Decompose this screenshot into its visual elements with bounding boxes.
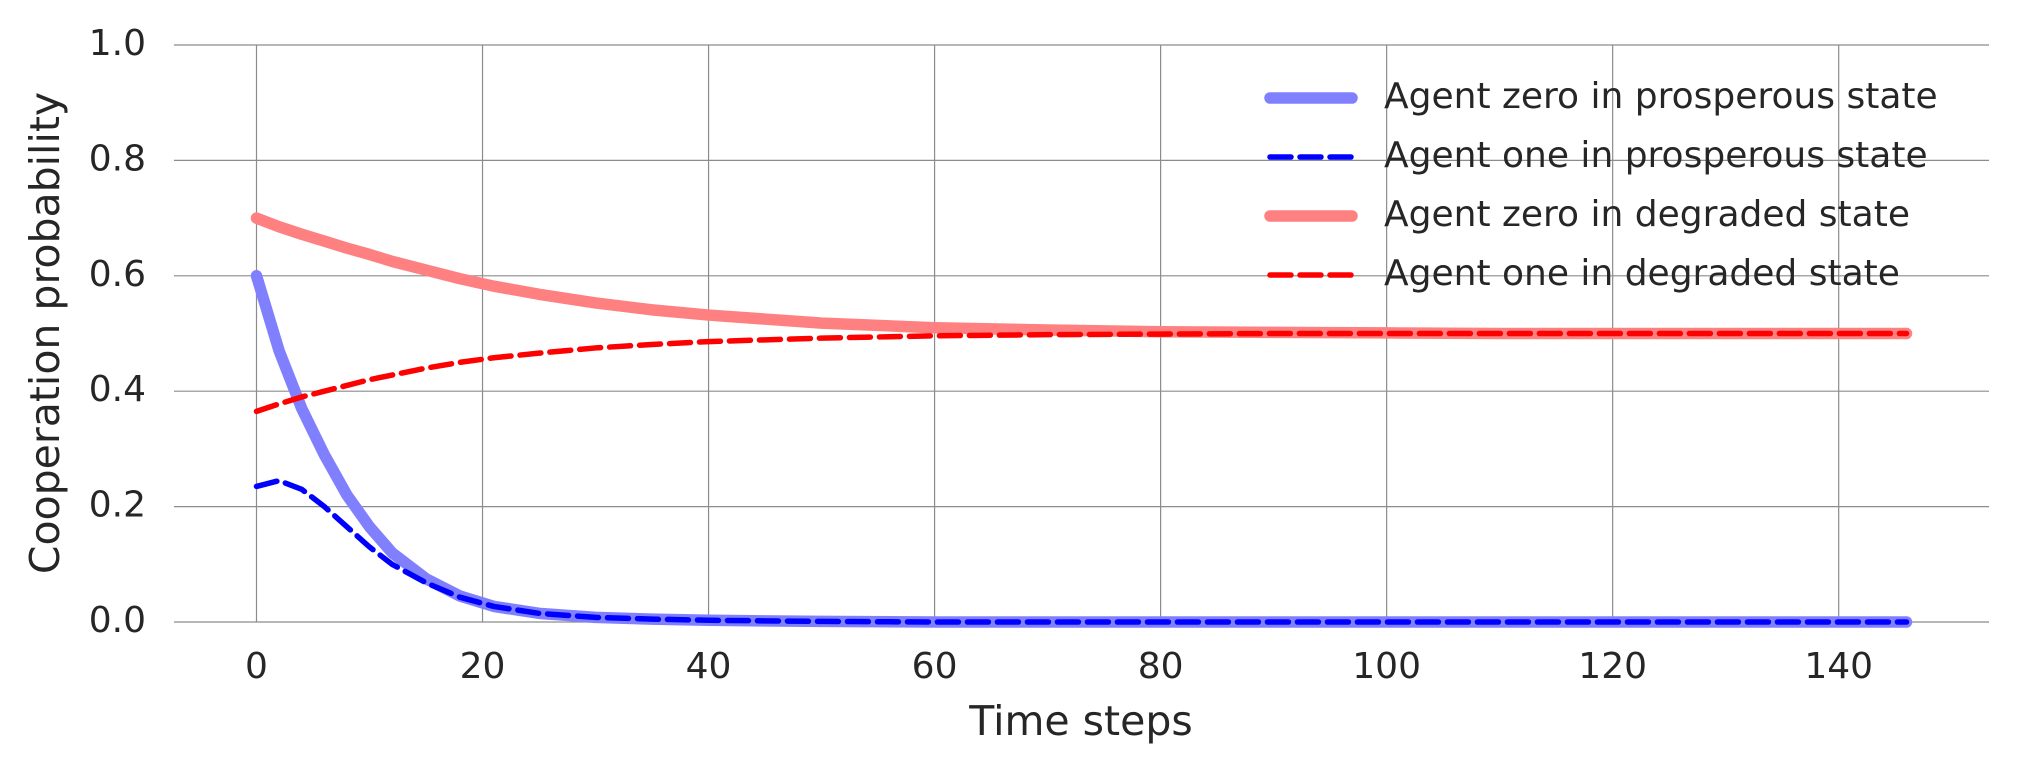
legend-label: Agent zero in prosperous state	[1384, 76, 1938, 117]
legend-label: Agent one in degraded state	[1384, 253, 1900, 294]
y-axis-label: Cooperation probability	[21, 92, 69, 574]
series-line	[253, 330, 1910, 415]
x-tick-label: 80	[1138, 646, 1184, 687]
legend-label: Agent zero in degraded state	[1384, 194, 1910, 235]
y-tick-label: 0.8	[89, 138, 146, 179]
x-tick-label: 120	[1578, 646, 1647, 687]
y-tick-label: 0.6	[89, 254, 146, 295]
y-tick-label: 0.2	[89, 485, 146, 526]
y-tick-label: 0.4	[89, 369, 146, 410]
legend-label: Agent one in prosperous state	[1384, 135, 1928, 176]
x-axis-label: Time steps	[968, 697, 1192, 745]
y-tick-label: 1.0	[89, 23, 146, 64]
y-tick-label: 0.0	[89, 600, 146, 641]
x-tick-label: 20	[460, 646, 506, 687]
x-tick-label: 0	[245, 646, 268, 687]
series-line	[253, 477, 1910, 625]
x-tick-label: 100	[1352, 646, 1421, 687]
x-tick-label: 60	[912, 646, 958, 687]
x-tick-label: 40	[686, 646, 732, 687]
x-tick-label: 140	[1804, 646, 1873, 687]
